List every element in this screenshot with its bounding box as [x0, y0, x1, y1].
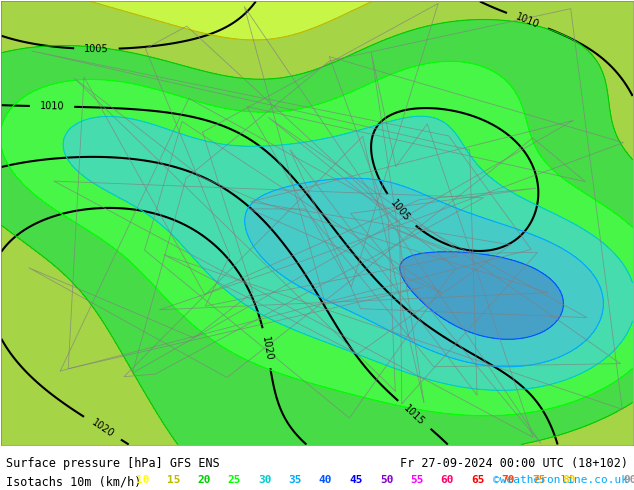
Text: Isotachs 10m (km/h): Isotachs 10m (km/h) [6, 475, 149, 489]
Text: 1015: 1015 [402, 403, 427, 427]
Text: 45: 45 [349, 475, 363, 485]
Text: 75: 75 [532, 475, 545, 485]
Text: 1010: 1010 [514, 11, 541, 30]
Text: 50: 50 [380, 475, 393, 485]
Text: Surface pressure [hPa] GFS ENS: Surface pressure [hPa] GFS ENS [6, 457, 220, 470]
Text: 1020: 1020 [89, 417, 115, 439]
Text: 70: 70 [501, 475, 515, 485]
Text: 60: 60 [441, 475, 454, 485]
Text: 15: 15 [167, 475, 180, 485]
Text: 90: 90 [623, 475, 634, 485]
Text: 1020: 1020 [260, 335, 274, 361]
Text: 1010: 1010 [40, 101, 65, 112]
Text: 20: 20 [197, 475, 210, 485]
Text: 55: 55 [410, 475, 424, 485]
Text: 80: 80 [562, 475, 576, 485]
Text: 35: 35 [288, 475, 302, 485]
Text: ©weatheronline.co.uk: ©weatheronline.co.uk [493, 475, 628, 485]
Text: 30: 30 [258, 475, 271, 485]
Text: 1005: 1005 [389, 198, 412, 223]
Text: 65: 65 [471, 475, 484, 485]
Text: 40: 40 [319, 475, 332, 485]
Text: 10: 10 [136, 475, 150, 485]
Text: Fr 27-09-2024 00:00 UTC (18+102): Fr 27-09-2024 00:00 UTC (18+102) [399, 457, 628, 470]
Text: 85: 85 [593, 475, 606, 485]
Text: 1005: 1005 [84, 44, 109, 54]
Text: 25: 25 [228, 475, 241, 485]
